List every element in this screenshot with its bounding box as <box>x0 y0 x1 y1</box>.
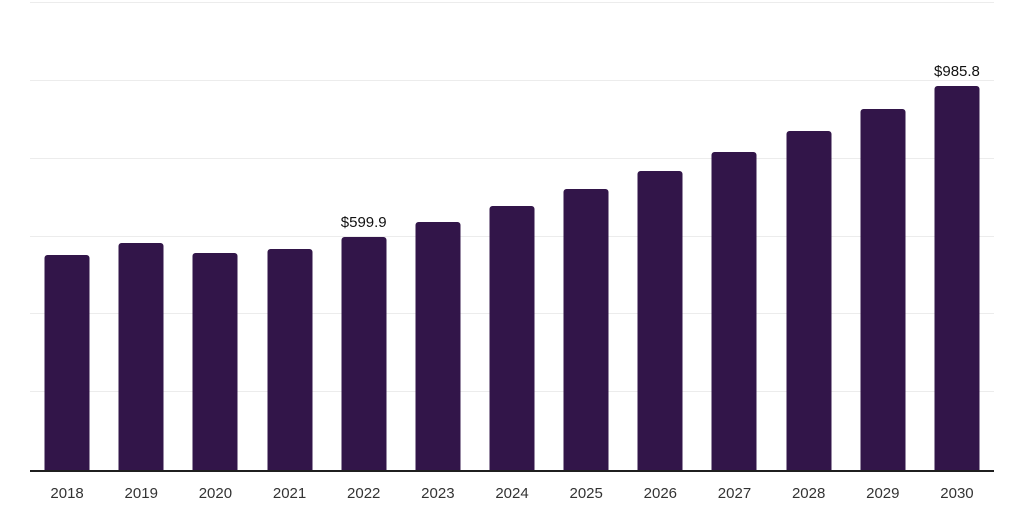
x-tick-2028: 2028 <box>791 485 826 502</box>
plot-area: $599.9 $985.8 <box>30 2 994 472</box>
bar-2025 <box>563 188 609 470</box>
bar-2030 <box>934 86 980 470</box>
bar-2026 <box>637 170 683 470</box>
data-label-2030: $985.8 <box>934 63 980 81</box>
x-tick-2026: 2026 <box>643 485 678 502</box>
x-tick-2030: 2030 <box>940 485 974 502</box>
x-tick-2027: 2027 <box>717 485 752 502</box>
bar-2029 <box>860 109 906 470</box>
x-tick-2018: 2018 <box>50 485 84 502</box>
bar-2027 <box>711 151 757 470</box>
bar-slot-2027 <box>697 3 771 470</box>
data-label-2022: $599.9 <box>340 213 387 231</box>
bar-slot-2018 <box>30 3 104 470</box>
bar-slot-2020 <box>178 3 252 470</box>
bar-2018 <box>44 254 90 470</box>
bar-2024 <box>489 205 535 470</box>
x-tick-2019: 2019 <box>124 485 158 502</box>
bar-slot-2023 <box>401 3 475 470</box>
bar-2019 <box>118 242 164 470</box>
bar-2020 <box>192 253 238 470</box>
bar-slot-2025 <box>549 3 623 470</box>
bar-slot-2021 <box>252 3 326 470</box>
bar-2021 <box>267 249 313 470</box>
x-tick-2021: 2021 <box>272 485 307 502</box>
x-axis: 2018 2019 2020 2021 2022 2023 2024 2025 2026 2027… <box>30 485 994 502</box>
gridline-1200 <box>30 2 994 3</box>
x-tick-2020: 2020 <box>198 485 233 502</box>
gridline-1000 <box>30 79 994 81</box>
bar-2023 <box>415 221 461 470</box>
bar-slot-2022: $599.9 <box>327 3 401 470</box>
bar-slot-2024 <box>475 3 549 470</box>
bar-slot-2026 <box>623 3 697 470</box>
bar-2028 <box>786 131 832 470</box>
x-tick-2029: 2029 <box>866 485 900 502</box>
bar-slot-2029 <box>846 3 920 470</box>
bar-slot-2019 <box>104 3 178 470</box>
x-tick-2024: 2024 <box>495 485 529 502</box>
gridline-800 <box>30 157 994 159</box>
bar-2022 <box>341 236 387 470</box>
x-tick-2025: 2025 <box>569 485 603 502</box>
x-tick-2023: 2023 <box>421 485 455 502</box>
bar-series: $599.9 $985.8 <box>30 3 994 470</box>
bar-slot-2028 <box>772 3 846 470</box>
x-tick-2022: 2022 <box>347 485 381 502</box>
bar-slot-2030: $985.8 <box>920 3 994 470</box>
